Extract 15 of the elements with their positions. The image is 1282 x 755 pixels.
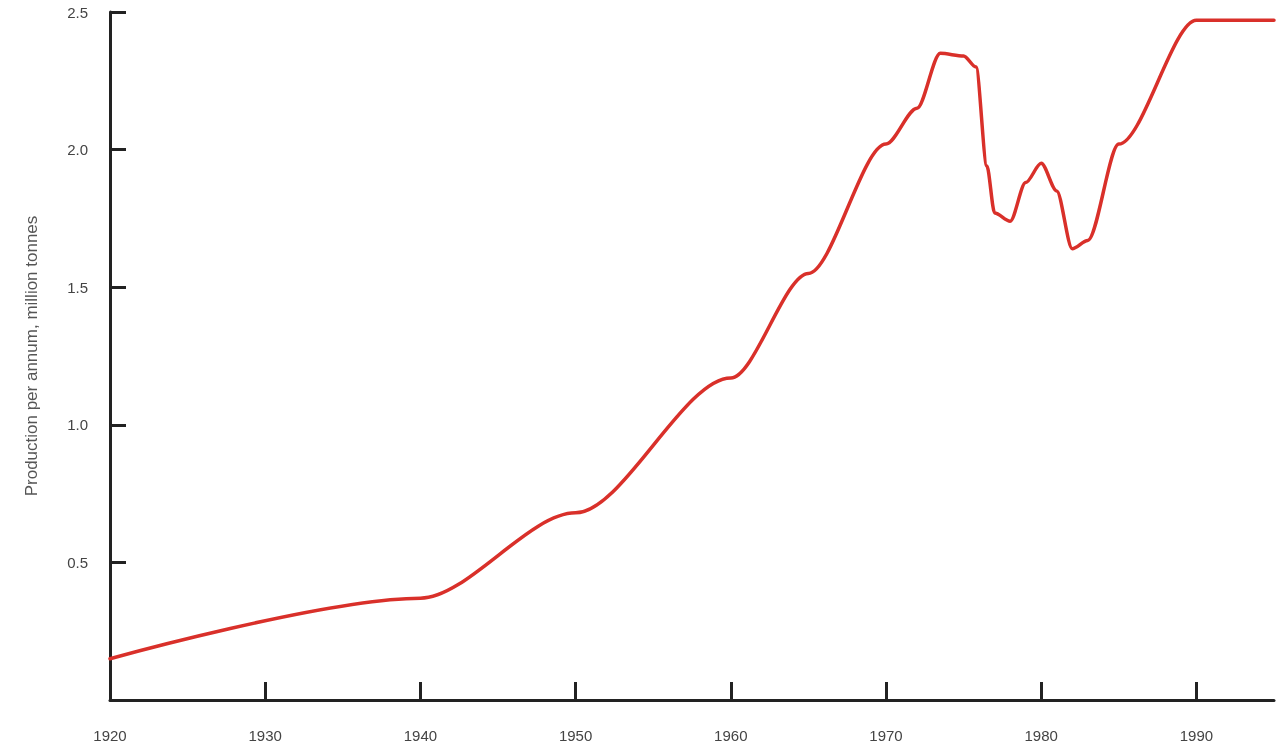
x-tick-label: 1950	[558, 727, 593, 744]
y-tick-label: 0.5	[67, 553, 88, 571]
y-tick-label: 2.5	[67, 3, 88, 21]
x-tick-label: 1930	[248, 727, 282, 744]
x-tick-label: 1990	[1179, 727, 1214, 744]
x-tick-label: 1960	[714, 727, 748, 744]
x-tick-label: 1970	[869, 727, 903, 744]
x-tick-label: 1920	[93, 727, 127, 744]
y-axis-title: Production per annum, million tonnes	[22, 215, 41, 497]
y-tick-label: 1.0	[67, 416, 88, 434]
x-tick-label: 1940	[403, 727, 438, 744]
y-tick-label: 2.0	[67, 141, 88, 159]
y-tick-label: 1.5	[67, 278, 88, 296]
line-series	[108, 18, 1276, 661]
x-tick-label: 1980	[1024, 727, 1058, 744]
